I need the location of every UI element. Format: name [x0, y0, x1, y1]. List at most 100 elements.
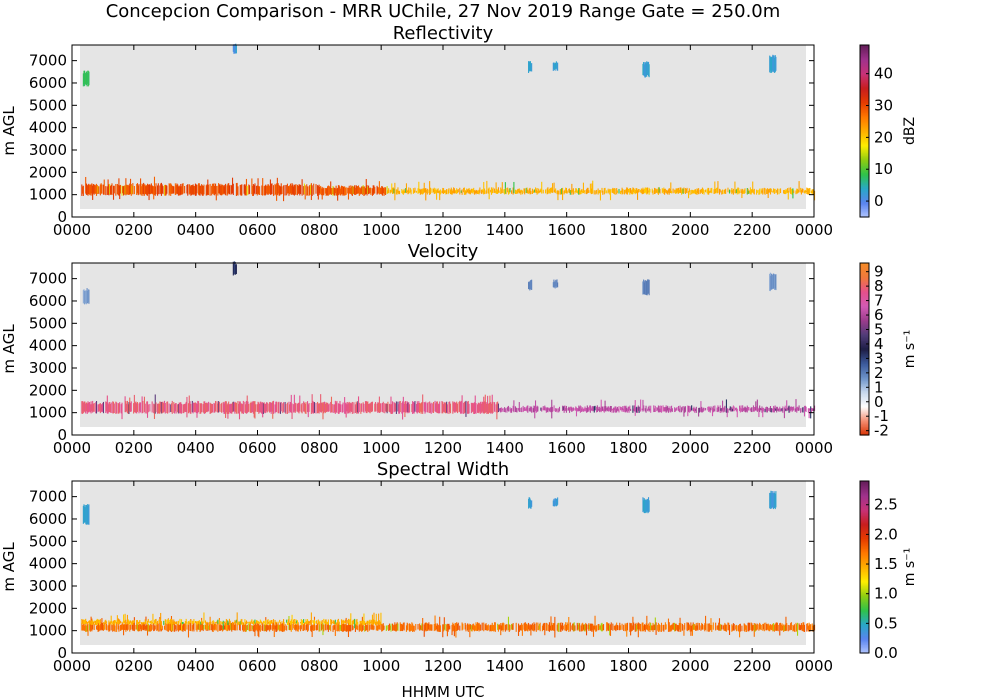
data-cell	[288, 401, 290, 414]
data-cell	[334, 619, 336, 625]
data-cell	[367, 401, 369, 412]
data-cell	[620, 625, 622, 630]
data-cell	[224, 625, 226, 630]
colorbar-segment	[860, 496, 869, 499]
data-cell	[366, 625, 368, 631]
data-cell	[626, 187, 629, 195]
data-cell	[361, 620, 363, 623]
data-cell	[151, 622, 153, 624]
data-cell	[89, 184, 91, 196]
colorbar-segment	[860, 293, 869, 296]
data-cell	[127, 184, 129, 195]
colorbar-segment	[860, 521, 869, 524]
data-cell	[184, 623, 186, 632]
data-cell	[381, 624, 384, 632]
data-cell	[197, 621, 199, 624]
data-cell	[616, 622, 618, 630]
colorbar-segment	[860, 508, 869, 511]
data-cell	[388, 188, 390, 193]
colorbar-segment	[860, 318, 869, 321]
data-cell	[283, 625, 285, 632]
data-cell	[583, 624, 585, 631]
data-cell	[645, 499, 647, 514]
data-cell	[747, 407, 749, 411]
data-cell	[559, 189, 561, 195]
data-cell	[286, 619, 288, 623]
data-cell	[435, 623, 437, 631]
data-cell	[109, 183, 111, 195]
data-cell	[432, 403, 434, 413]
data-cell	[327, 186, 329, 196]
data-cell	[596, 405, 598, 413]
colorbar-segment	[860, 102, 869, 105]
data-cell	[686, 622, 688, 631]
data-cell	[656, 407, 658, 412]
colorbar-segment	[860, 66, 869, 69]
y-tick-label: 4000	[29, 555, 67, 573]
colorbar-segment	[860, 641, 869, 644]
data-cell	[371, 401, 373, 413]
data-cell	[793, 190, 795, 194]
data-cell	[529, 624, 531, 631]
data-cell	[229, 620, 231, 624]
data-cell	[645, 63, 647, 76]
colorbar-segment	[860, 371, 869, 374]
data-cell	[694, 189, 696, 194]
colorbar-segment	[860, 204, 869, 207]
data-cell	[371, 624, 373, 630]
data-cell	[798, 623, 800, 630]
data-cell	[551, 625, 554, 631]
data-cell	[247, 401, 249, 413]
data-cell	[96, 185, 98, 195]
data-cell	[481, 622, 483, 631]
data-cell	[238, 623, 241, 631]
data-cell	[531, 500, 533, 507]
data-cell	[313, 183, 315, 195]
data-cell	[461, 189, 463, 195]
data-cell	[402, 401, 404, 420]
data-cell	[252, 184, 254, 196]
data-cell	[429, 187, 431, 195]
data-cell	[743, 189, 745, 194]
data-cell	[630, 408, 632, 411]
data-cell	[110, 185, 112, 195]
data-cell	[324, 188, 326, 194]
data-cell	[741, 625, 743, 632]
data-cell	[533, 189, 535, 193]
data-cell	[590, 623, 592, 631]
data-cell	[177, 620, 179, 625]
data-cell	[473, 625, 476, 632]
data-cell	[215, 621, 217, 623]
data-cell	[778, 408, 780, 412]
data-cell	[254, 183, 256, 195]
data-cell	[793, 406, 795, 411]
data-cell	[95, 625, 98, 630]
data-cell	[477, 623, 479, 630]
data-cell	[306, 619, 309, 624]
data-cell	[121, 402, 123, 420]
colorbar-segment	[860, 314, 869, 317]
data-cell	[604, 187, 606, 194]
data-cell	[628, 407, 630, 413]
data-cell	[464, 622, 466, 630]
data-cell	[416, 401, 418, 414]
data-cell	[742, 190, 744, 194]
data-cell	[676, 189, 678, 194]
data-cell	[812, 189, 814, 195]
data-cell	[558, 406, 561, 412]
data-cell	[143, 622, 145, 625]
data-cell	[529, 499, 531, 509]
data-cell	[683, 187, 685, 194]
data-cell	[694, 408, 696, 413]
data-cell	[381, 186, 383, 195]
data-cell	[773, 273, 775, 289]
data-cell	[165, 619, 167, 625]
data-cell	[446, 623, 448, 637]
data-cell	[769, 625, 771, 632]
data-cell	[406, 401, 408, 414]
data-cell	[774, 493, 776, 510]
data-cell	[475, 403, 477, 414]
colorbar-segment	[860, 288, 869, 291]
data-cell	[530, 407, 532, 412]
data-cell	[449, 401, 451, 413]
